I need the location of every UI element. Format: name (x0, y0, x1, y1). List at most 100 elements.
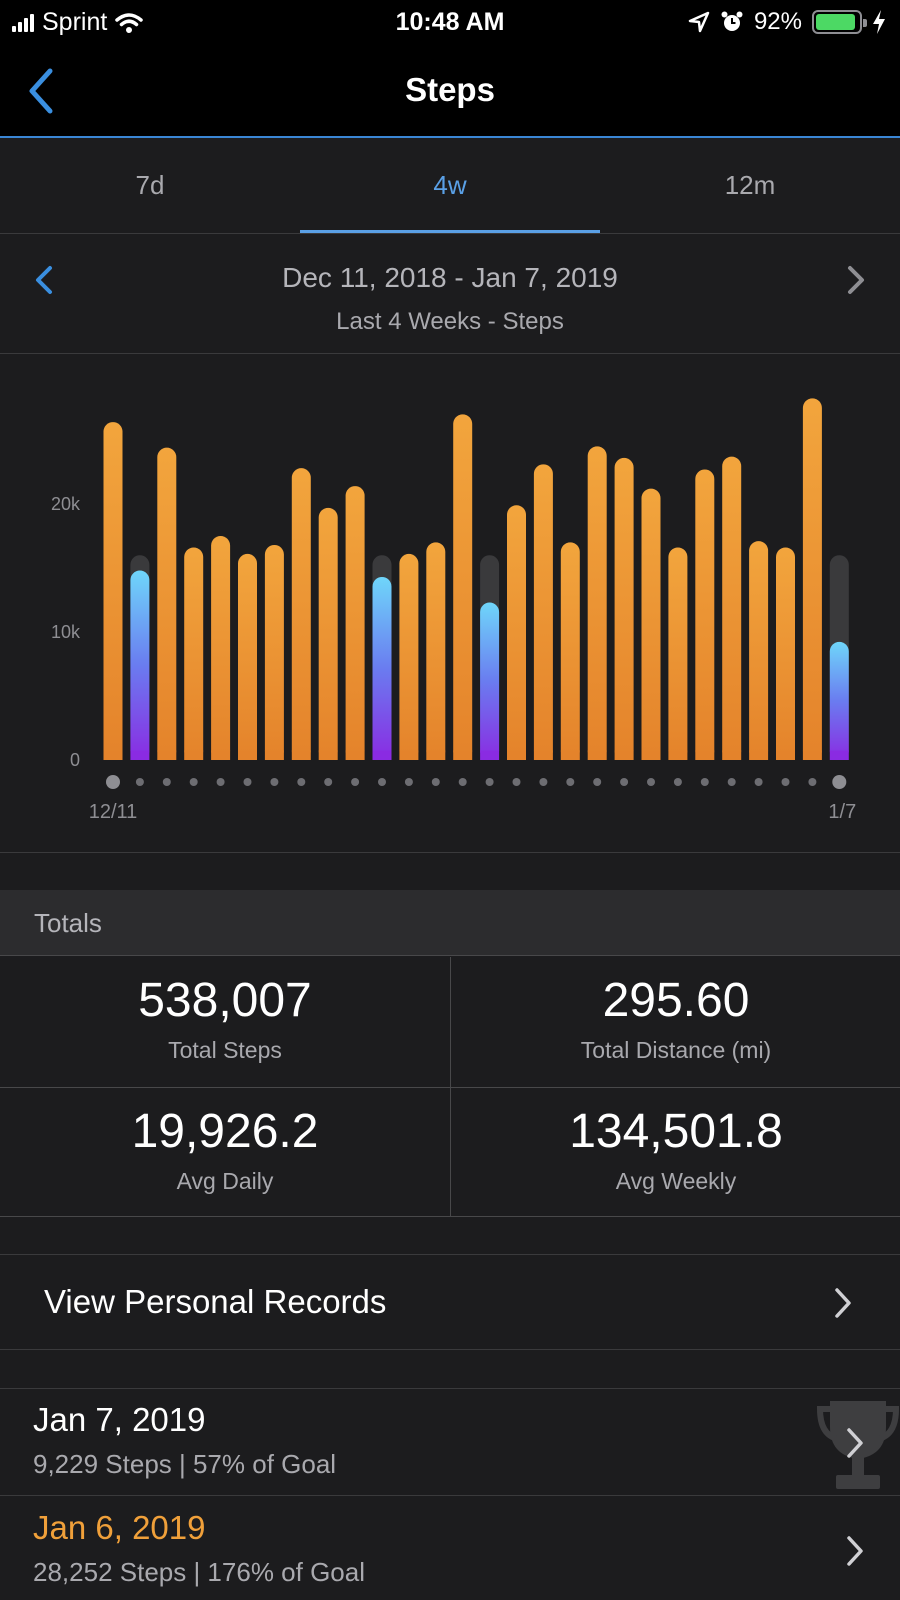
chart-bar[interactable] (722, 456, 742, 760)
chart-bar[interactable] (614, 457, 634, 760)
day-row-jan-7[interactable]: Jan 7, 2019 9,229 Steps | 57% of Goal (0, 1388, 900, 1496)
day-marker-dot (781, 778, 790, 786)
day-marker-dot (700, 778, 709, 786)
day-row-jan-6[interactable]: Jan 6, 2019 28,252 Steps | 176% of Goal (0, 1497, 900, 1600)
stat-avg-weekly: 134,501.8 Avg Weekly (451, 1088, 900, 1218)
chart-bar[interactable] (453, 414, 473, 760)
stat-total-steps: 538,007 Total Steps (0, 957, 450, 1087)
chart-bar[interactable] (211, 536, 231, 760)
chart-bar[interactable] (641, 488, 661, 760)
chart-bar[interactable] (776, 547, 795, 760)
chart-bar-base (802, 750, 822, 760)
chart-bar[interactable] (318, 507, 338, 760)
chart-bar-base (695, 750, 715, 760)
chart-bar-base (318, 750, 338, 760)
chart-bar[interactable] (533, 464, 553, 760)
day-marker-dot (351, 778, 360, 786)
stat-label: Avg Weekly (615, 1168, 737, 1194)
day-marker-dot (324, 778, 333, 786)
chart-bar[interactable] (184, 547, 204, 760)
day-marker-dot (189, 778, 198, 786)
stat-value: 19,926.2 (131, 1105, 319, 1158)
records-label: View Personal Records (44, 1283, 387, 1320)
chart-bar-base (722, 750, 742, 760)
chart-bar-base (157, 750, 177, 760)
chart-bar-base (614, 750, 634, 760)
steps-chart: 0 10k 20k 12/11 1/7 (0, 356, 900, 853)
stat-label: Total Steps (168, 1037, 282, 1063)
day-marker-dot (216, 778, 225, 786)
chart-bar[interactable] (480, 602, 500, 760)
date-range-header: Dec 11, 2018 - Jan 7, 2019 Last 4 Weeks … (0, 236, 900, 354)
day-marker-dot (404, 778, 413, 786)
tab-12m[interactable]: 12m (724, 170, 776, 200)
day-marker-dot (727, 778, 736, 786)
stat-avg-daily: 19,926.2 Avg Daily (0, 1088, 450, 1218)
back-chevron-icon[interactable] (22, 66, 62, 116)
period-tabs: 7d 4w 12m (0, 140, 900, 234)
day-date: Jan 7, 2019 (33, 1401, 206, 1438)
day-marker-dot (754, 778, 763, 786)
date-range-title: Dec 11, 2018 - Jan 7, 2019 (282, 262, 618, 293)
chevron-right-icon (847, 1428, 863, 1458)
chart-bar[interactable] (399, 553, 419, 760)
chart-bar[interactable] (426, 542, 446, 760)
alarm-icon (721, 11, 743, 31)
day-marker-dot (647, 778, 655, 786)
chart-bar[interactable] (829, 641, 849, 760)
chart-bar-base (291, 750, 311, 760)
view-personal-records-row[interactable]: View Personal Records (0, 1254, 900, 1350)
chart-bar[interactable] (345, 486, 365, 760)
charging-bolt-icon (873, 10, 885, 34)
chart-bar-base (587, 750, 607, 760)
chart-bar-base (776, 750, 795, 760)
day-marker-dot (673, 778, 682, 786)
battery-icon (812, 10, 867, 34)
chart-bar[interactable] (130, 570, 150, 760)
status-bar: Sprint 10:48 AM 92% (0, 0, 900, 48)
stat-label: Total Distance (mi) (580, 1037, 772, 1063)
chart-bar[interactable] (372, 576, 392, 760)
chart-bar[interactable] (668, 547, 688, 760)
chart-bar-base (829, 750, 849, 760)
chart-bar-base (103, 750, 123, 760)
chart-bar[interactable] (103, 422, 123, 760)
day-summary: 28,252 Steps | 176% of Goal (33, 1557, 365, 1587)
chart-bar[interactable] (291, 468, 311, 760)
chart-bar[interactable] (802, 398, 822, 760)
chevron-right-icon (847, 1536, 863, 1566)
chart-bar[interactable] (695, 469, 715, 760)
day-marker-dot (485, 778, 494, 786)
divider (0, 1216, 900, 1217)
tab-7d[interactable]: 7d (135, 170, 165, 200)
chart-bar-base (345, 750, 365, 760)
chart-bar[interactable] (238, 553, 257, 760)
chart-bar-base (560, 750, 580, 760)
day-marker-dot (593, 778, 602, 786)
chart-bar-base (641, 750, 661, 760)
divider (0, 1087, 900, 1088)
nav-bar: Steps (0, 48, 900, 138)
chart-bar[interactable] (157, 447, 177, 760)
chart-bar[interactable] (507, 505, 526, 760)
chevron-right-icon (835, 1288, 851, 1318)
previous-range-chevron-icon[interactable] (30, 260, 60, 300)
day-marker-dot (243, 778, 252, 786)
stat-value: 538,007 (138, 974, 312, 1027)
chart-bar[interactable] (560, 542, 580, 760)
chart-bar-base (749, 750, 769, 760)
chart-bar[interactable] (749, 541, 769, 760)
chart-bar-base (130, 750, 150, 760)
wifi-icon (115, 12, 144, 33)
totals-header: Totals (0, 890, 900, 956)
cell-signal-icon (12, 13, 34, 32)
totals-title: Totals (34, 908, 102, 938)
status-left: Sprint (12, 8, 144, 37)
chart-bar[interactable] (587, 446, 607, 760)
carrier-label: Sprint (42, 8, 108, 36)
tab-4w[interactable]: 4w (300, 140, 600, 233)
next-range-chevron-icon[interactable] (840, 260, 870, 300)
day-marker-dot (566, 778, 575, 786)
day-marker-dot (135, 778, 144, 786)
chart-bar[interactable] (264, 544, 284, 760)
